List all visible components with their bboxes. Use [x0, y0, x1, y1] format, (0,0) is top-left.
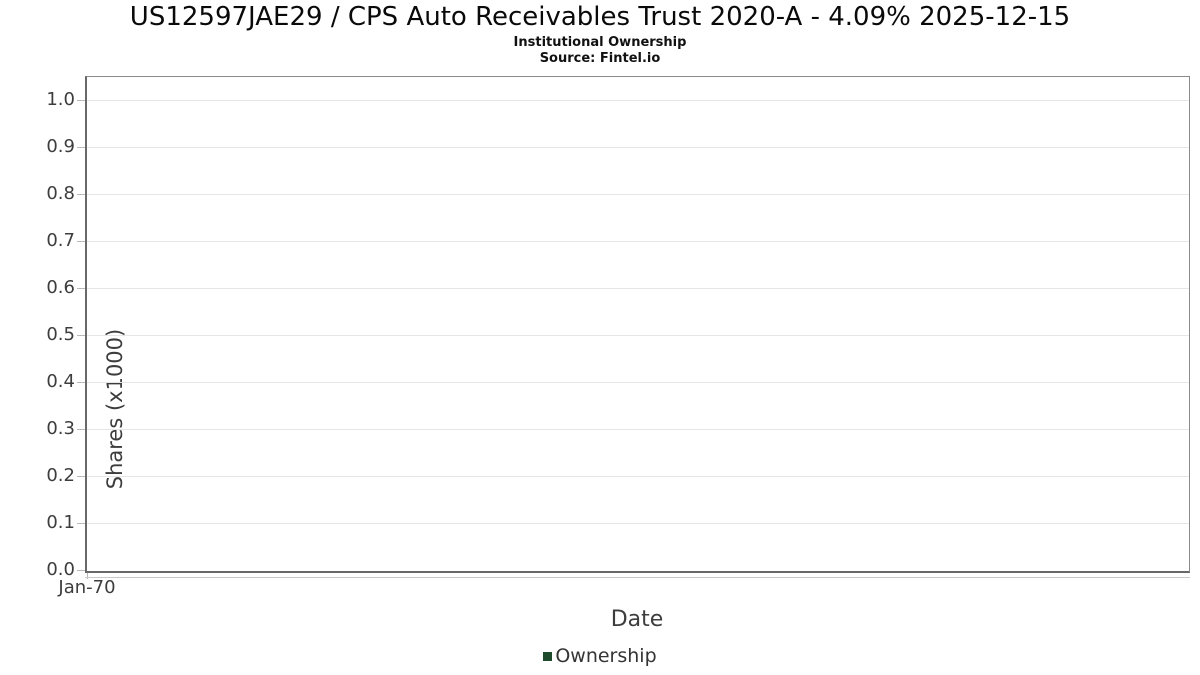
y-tick-mark [77, 334, 85, 336]
y-tick-mark [77, 193, 85, 195]
y-tick-label: 0.2 [46, 465, 75, 486]
y-axis-title: Shares (x1000) [103, 328, 127, 490]
gridline-y-1.0 [87, 99, 1189, 101]
y-tick-mark [77, 475, 85, 477]
y-tick-mark [77, 146, 85, 148]
gridline-y-0.3 [87, 428, 1189, 430]
y-tick-mark [77, 99, 85, 101]
y-tick-mark [77, 381, 85, 383]
y-tick-mark [77, 569, 85, 571]
gridline-y-0.2 [87, 475, 1189, 477]
y-tick-label: 0.6 [46, 277, 75, 298]
y-tick-mark [77, 428, 85, 430]
y-tick-label: 0.0 [46, 559, 75, 580]
gridline-y-0.6 [87, 287, 1189, 289]
gridline-y-0.5 [87, 334, 1189, 336]
gridline-y-0.1 [87, 522, 1189, 524]
y-tick-label: 0.1 [46, 512, 75, 533]
y-tick-label: 0.7 [46, 230, 75, 251]
y-tick-label: 0.4 [46, 371, 75, 392]
legend-marker-square-icon [543, 651, 553, 661]
x-tick-mark [87, 573, 88, 579]
y-tick-mark [77, 522, 85, 524]
gridline-y-0.9 [87, 146, 1189, 148]
chart-legend: Ownership [0, 645, 1200, 667]
y-tick-label: 1.0 [46, 89, 75, 110]
gridline-y-0.7 [87, 240, 1189, 242]
gridline-y-0.8 [87, 193, 1189, 195]
y-tick-mark [77, 287, 85, 289]
chart-subtitle: Institutional Ownership [513, 35, 687, 50]
chart-title: US12597JAE29 / CPS Auto Receivables Trus… [129, 2, 1071, 32]
gridline-y-0.4 [87, 381, 1189, 383]
legend-item-ownership[interactable]: Ownership [543, 645, 657, 667]
y-tick-label: 0.3 [46, 418, 75, 439]
y-tick-label: 0.9 [46, 136, 75, 157]
legend-label: Ownership [555, 645, 657, 667]
y-tick-label: 0.8 [46, 183, 75, 204]
x-axis-baseline [85, 577, 1190, 578]
y-tick-mark [77, 240, 85, 242]
x-tick-label: Jan-70 [58, 577, 116, 598]
x-axis-title: Date [610, 607, 664, 632]
chart-source-credit: Source: Fintel.io [539, 51, 661, 66]
plot-area: Shares (x1000) 0.0 0.1 0.2 0.3 0.4 0.5 0.6 0.7 0… [46, 76, 1190, 598]
y-tick-label: 0.5 [46, 324, 75, 345]
